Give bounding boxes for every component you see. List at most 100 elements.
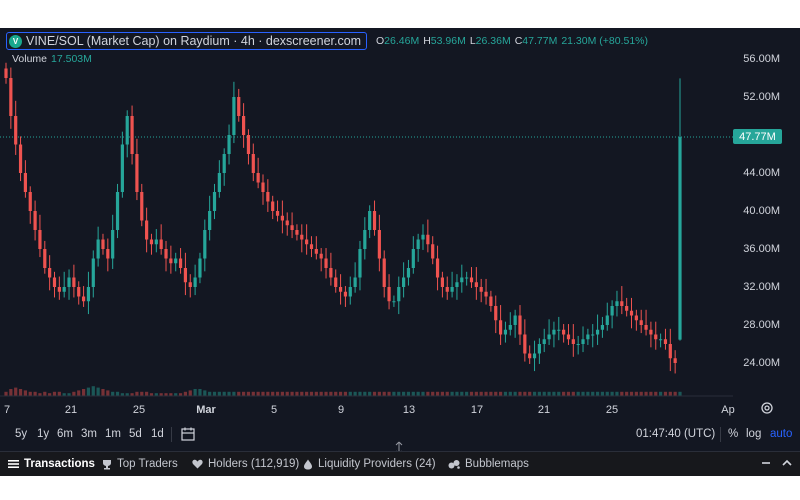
candle-body (28, 192, 32, 211)
volume-bar (111, 391, 115, 396)
candle-body (227, 135, 231, 154)
price-chart[interactable] (0, 28, 800, 448)
tab-liquidity-providers[interactable]: Liquidity Providers (24) (303, 458, 436, 470)
chevron-up-icon[interactable] (781, 457, 793, 469)
tab-top-traders[interactable]: Top Traders (102, 458, 178, 470)
volume-bar (183, 391, 188, 396)
time-axis-label: 13 (402, 404, 416, 416)
candle-body (290, 225, 294, 230)
volume-bar (654, 391, 658, 396)
volume-bar (86, 387, 91, 396)
candle-body (479, 287, 483, 292)
range-1y-button[interactable]: 1y (37, 428, 50, 440)
volume-bar (465, 391, 469, 396)
candle-body (106, 249, 110, 259)
time-axis-label: 17 (470, 404, 484, 416)
volume-bar (402, 391, 406, 396)
candle-body (542, 339, 546, 344)
volume-bar (271, 391, 275, 396)
candle-body (159, 239, 163, 249)
candle-body (193, 277, 197, 287)
candle-body (639, 320, 643, 325)
utc-clock[interactable]: 01:47:40 (UTC) (636, 428, 716, 440)
candle-body (9, 78, 13, 116)
volume-bar (673, 391, 677, 396)
candle-body (372, 211, 377, 230)
volume-bar (343, 391, 348, 396)
tab-transactions[interactable]: Transactions (8, 458, 95, 470)
auto-scale-toggle[interactable]: auto (770, 428, 793, 440)
volume-bar (232, 391, 236, 396)
candle-body (125, 116, 129, 145)
bottom-tabs-bar: Transactions Top Traders Holders (112,91… (0, 451, 800, 476)
volume-bar (9, 389, 13, 396)
volume-bar (193, 389, 197, 396)
settings-gear-icon[interactable] (760, 401, 774, 415)
candle-body (387, 287, 391, 302)
volume-bar (382, 391, 386, 396)
volume-bar (629, 391, 634, 396)
volume-bar (372, 391, 377, 396)
candle-body (334, 277, 338, 287)
volume-bar (106, 390, 110, 396)
candle-body (348, 287, 352, 297)
candle-body (241, 116, 246, 135)
ohlc-low: L26.36M (469, 35, 511, 47)
volume-bar (586, 391, 590, 396)
candle-body (591, 334, 595, 336)
range-5d-button[interactable]: 5d (129, 428, 142, 440)
volume-bar (460, 391, 464, 396)
volume-bar (411, 391, 415, 396)
panel-resize-icon[interactable] (394, 441, 404, 455)
volume-bar (562, 391, 566, 396)
candle-body (644, 325, 648, 330)
minimize-icon[interactable] (760, 457, 772, 469)
volume-bar (159, 393, 163, 396)
candle-body (532, 353, 537, 359)
percent-toggle[interactable]: % (728, 428, 739, 440)
volume-bar (290, 391, 294, 396)
candle-body (91, 258, 95, 287)
candle-body (610, 306, 614, 316)
range-toolbar: 5y 1y 6m 3m 1m 5d 1d 01:47:40 (UTC) % lo… (0, 424, 800, 446)
volume-bar (115, 391, 120, 396)
candle-body (503, 329, 508, 335)
candle-body (81, 296, 86, 302)
range-5y-button[interactable]: 5y (15, 428, 28, 440)
volume-bar (363, 391, 367, 396)
volume-bar (57, 391, 61, 396)
candle-body (474, 282, 478, 287)
tab-label: Holders (112,919) (208, 458, 300, 470)
candle-body (528, 353, 532, 359)
volume-bar (479, 391, 483, 396)
volume-bar (591, 391, 595, 396)
candle-body (169, 258, 173, 264)
candle-body (178, 258, 183, 268)
volume-bar (300, 391, 304, 396)
time-axis-label: Ap (721, 404, 735, 416)
range-1d-button[interactable]: 1d (151, 428, 164, 440)
tab-bubblemaps[interactable]: Bubblemaps (448, 458, 529, 470)
chart-panel: V VINE/SOL (Market Cap) on Raydium · 4h … (0, 28, 800, 476)
time-axis-label: 9 (337, 404, 345, 416)
candle-body (595, 329, 600, 335)
range-3m-button[interactable]: 3m (81, 428, 97, 440)
volume-bar (275, 391, 280, 396)
volume-bar (222, 391, 226, 396)
range-1m-button[interactable]: 1m (105, 428, 121, 440)
volume-bar (246, 391, 251, 396)
time-axis-label: 21 (537, 404, 551, 416)
candle-body (14, 116, 18, 145)
calendar-goto-icon[interactable] (180, 426, 196, 442)
log-toggle[interactable]: log (746, 428, 762, 440)
candle-body (397, 287, 401, 302)
tab-holders[interactable]: Holders (112,919) (192, 458, 299, 470)
range-6m-button[interactable]: 6m (57, 428, 73, 440)
candle-body (232, 97, 236, 135)
volume-bar (498, 391, 503, 396)
volume-bar (644, 391, 648, 396)
candle-body (455, 282, 459, 287)
candle-body (411, 249, 415, 268)
symbol-selector[interactable]: V VINE/SOL (Market Cap) on Raydium · 4h … (6, 32, 368, 50)
time-axis-label: Mar (196, 404, 216, 416)
